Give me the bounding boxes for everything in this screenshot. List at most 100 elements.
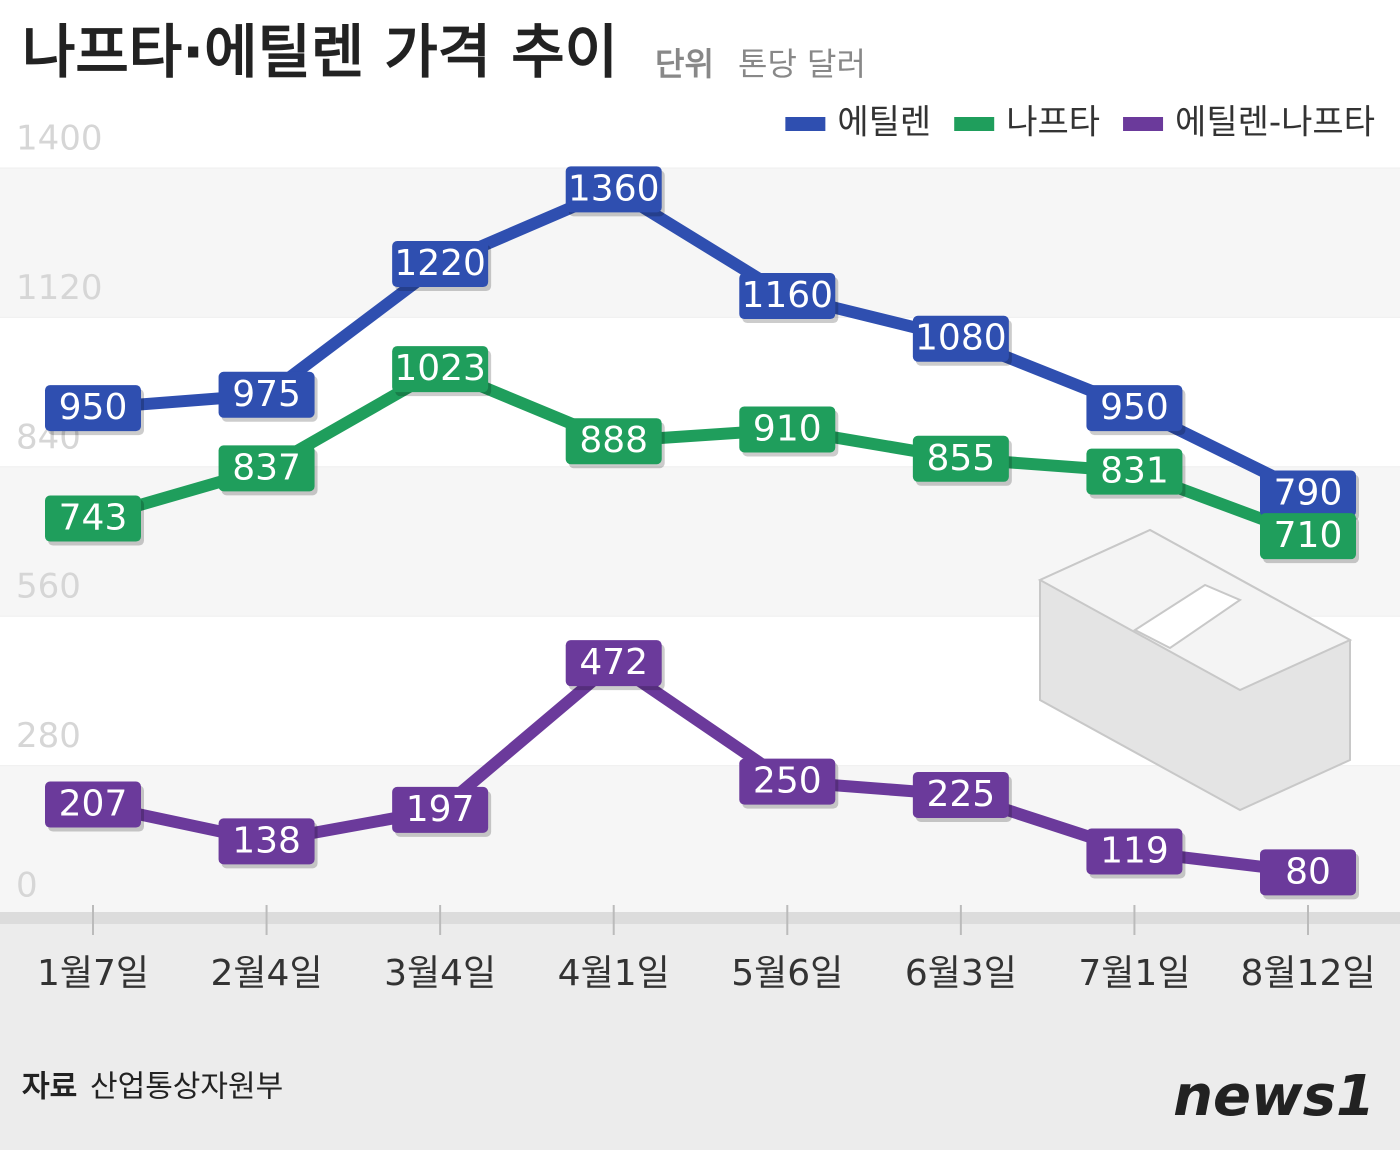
data-point [739, 406, 836, 453]
data-label-group: 837 [218, 445, 318, 496]
money-icon [1037, 528, 1353, 812]
data-point [1260, 470, 1356, 517]
data-point [218, 371, 315, 418]
source-label: 자료 [22, 1070, 77, 1105]
data-label-group: 1080 [912, 315, 1012, 366]
data-label: 975 [232, 374, 301, 415]
data-label-group: 1360 [565, 166, 665, 217]
data-point [1086, 448, 1183, 495]
legend-label: 나프타 [1006, 103, 1100, 143]
data-label-group: 790 [1260, 470, 1359, 521]
data-point [45, 495, 141, 542]
data-point [1260, 849, 1356, 896]
data-label-group: 138 [218, 818, 318, 869]
unit: 톤당 달러 [738, 45, 866, 83]
data-label: 138 [232, 820, 301, 861]
x-tick-label: 1월7일 [37, 953, 149, 994]
data-point [45, 385, 141, 432]
x-tick-label: 3월4일 [384, 953, 496, 994]
data-label: 950 [59, 387, 128, 428]
data-label: 1360 [568, 168, 660, 209]
data-label-group: 225 [912, 771, 1012, 822]
data-point [912, 435, 1009, 482]
y-tick-label: 0 [16, 866, 38, 906]
data-label-group: 743 [45, 495, 144, 546]
data-label: 197 [406, 789, 475, 830]
data-label-group: 710 [1260, 513, 1359, 564]
band [0, 317, 1400, 467]
data-label-group: 831 [1086, 448, 1186, 499]
data-label-group: 1023 [392, 346, 492, 397]
data-point [1086, 828, 1183, 875]
data-point [45, 781, 141, 828]
data-label-group: 855 [912, 435, 1012, 486]
x-tick-label: 7월1일 [1078, 953, 1190, 994]
y-tick-label: 280 [16, 716, 81, 756]
data-label: 743 [59, 498, 128, 539]
data-label-group: 207 [45, 781, 144, 832]
legend-swatch [785, 117, 826, 131]
data-label-group: 80 [1260, 849, 1359, 900]
data-label-group: 197 [392, 786, 492, 837]
data-point [912, 315, 1009, 362]
data-label: 790 [1274, 472, 1343, 513]
y-tick-label: 560 [16, 567, 81, 607]
chart-title: 나프타·에틸렌 가격 추이 [22, 18, 618, 86]
data-point [218, 445, 315, 492]
x-tick-label: 8월12일 [1241, 953, 1376, 994]
data-label: 207 [59, 784, 128, 825]
bands [0, 167, 1400, 916]
data-label-group: 910 [739, 406, 839, 457]
legend-swatch [954, 117, 995, 131]
data-point [218, 818, 315, 865]
data-label: 80 [1285, 851, 1331, 892]
data-label: 855 [926, 438, 995, 479]
data-label: 837 [232, 447, 301, 488]
data-point [1260, 513, 1356, 560]
data-label: 250 [753, 761, 822, 802]
y-tick-label: 1400 [16, 119, 103, 159]
data-label-group: 472 [565, 640, 665, 691]
data-label-group: 950 [1086, 385, 1186, 436]
unit-label: 단위 [655, 45, 714, 83]
x-tick-label: 4월1일 [558, 953, 670, 994]
data-label: 119 [1100, 831, 1169, 872]
x-tick-label: 2월4일 [211, 953, 323, 994]
data-point [565, 166, 662, 213]
data-label: 1220 [394, 243, 486, 284]
data-label: 225 [926, 774, 995, 815]
band [0, 765, 1400, 915]
data-point [1086, 385, 1183, 432]
data-point [565, 640, 662, 687]
data-label: 950 [1100, 387, 1169, 428]
data-point [565, 418, 662, 465]
data-label-group: 250 [739, 758, 839, 809]
logo: news1 [1173, 1064, 1375, 1129]
data-label: 710 [1274, 515, 1343, 556]
data-label-group: 1160 [739, 273, 839, 324]
data-label: 831 [1100, 451, 1169, 492]
data-label: 1080 [915, 318, 1007, 359]
footer-area [0, 918, 1400, 1150]
data-label-group: 975 [218, 371, 318, 422]
x-tick-label: 6월3일 [905, 953, 1017, 994]
data-label-group: 950 [45, 385, 144, 436]
data-label: 1023 [394, 348, 486, 389]
data-label: 472 [579, 642, 648, 683]
data-point [392, 241, 489, 288]
data-label-group: 119 [1086, 828, 1186, 879]
data-label: 910 [753, 408, 822, 449]
y-tick-label: 1120 [16, 268, 103, 308]
data-point [392, 346, 489, 393]
data-point [739, 273, 836, 320]
data-label-group: 1220 [392, 241, 492, 292]
legend-label: 에틸렌 [837, 103, 931, 143]
data-label: 1160 [741, 275, 833, 316]
x-tick-label: 5월6일 [731, 953, 843, 994]
legend-label: 에틸렌-나프타 [1175, 103, 1375, 143]
x-axis [0, 912, 1400, 924]
source: 산업통상자원부 [90, 1070, 283, 1105]
data-point [912, 771, 1009, 818]
data-point [739, 758, 836, 805]
